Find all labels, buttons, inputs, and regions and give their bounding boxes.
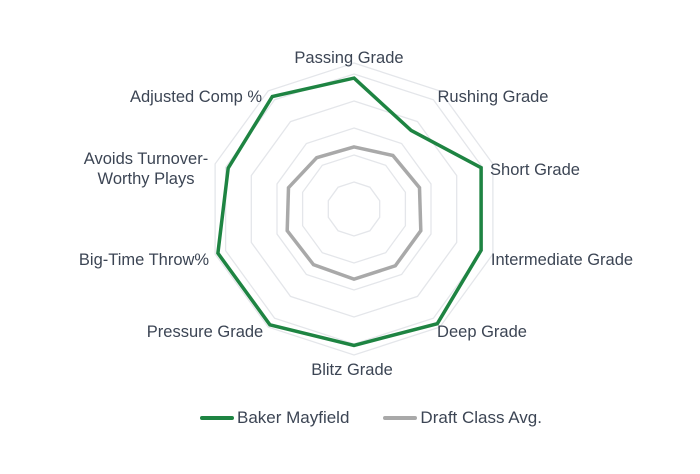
radar-chart [214, 62, 494, 356]
legend-item-draft-class-avg[interactable]: Draft Class Avg. [383, 408, 542, 428]
grid-ring-2 [301, 154, 407, 264]
grid-boundary [214, 62, 494, 356]
axis-label-rushing-grade: Rushing Grade [437, 87, 549, 106]
axis-label-deep-grade: Deep Grade [437, 322, 527, 341]
legend-swatch-draft-class-avg [383, 415, 418, 421]
legend-label-baker-mayfield: Baker Mayfield [236, 408, 350, 427]
legend-label-draft-class-avg: Draft Class Avg. [420, 408, 542, 427]
axis-label-pressure-grade: Pressure Grade [146, 322, 264, 341]
series-line-draft-class-avg [285, 145, 423, 282]
axis-label-avoids-turnover-worthy-plays: Avoids Turnover- Worthy Plays [83, 149, 209, 188]
axis-label-adjusted-comp-pct: Adjusted Comp % [129, 87, 263, 106]
grid-ring-3 [276, 127, 432, 291]
grid-ring-4 [250, 100, 458, 318]
legend-item-baker-mayfield[interactable]: Baker Mayfield [199, 408, 350, 428]
axis-label-intermediate-grade: Intermediate Grade [490, 250, 634, 269]
axis-label-blitz-grade: Blitz Grade [311, 360, 393, 379]
grid-ring-5 [224, 73, 484, 345]
legend-swatch-baker-mayfield [199, 415, 234, 421]
axis-label-passing-grade: Passing Grade [294, 48, 404, 67]
legend: Baker Mayfield Draft Class Avg. [42, 403, 700, 433]
axis-label-big-time-throw-pct: Big-Time Throw% [78, 250, 210, 269]
series-line-baker-mayfield [216, 76, 483, 348]
grid-ring-1 [327, 181, 381, 237]
axis-label-short-grade: Short Grade [490, 160, 580, 179]
